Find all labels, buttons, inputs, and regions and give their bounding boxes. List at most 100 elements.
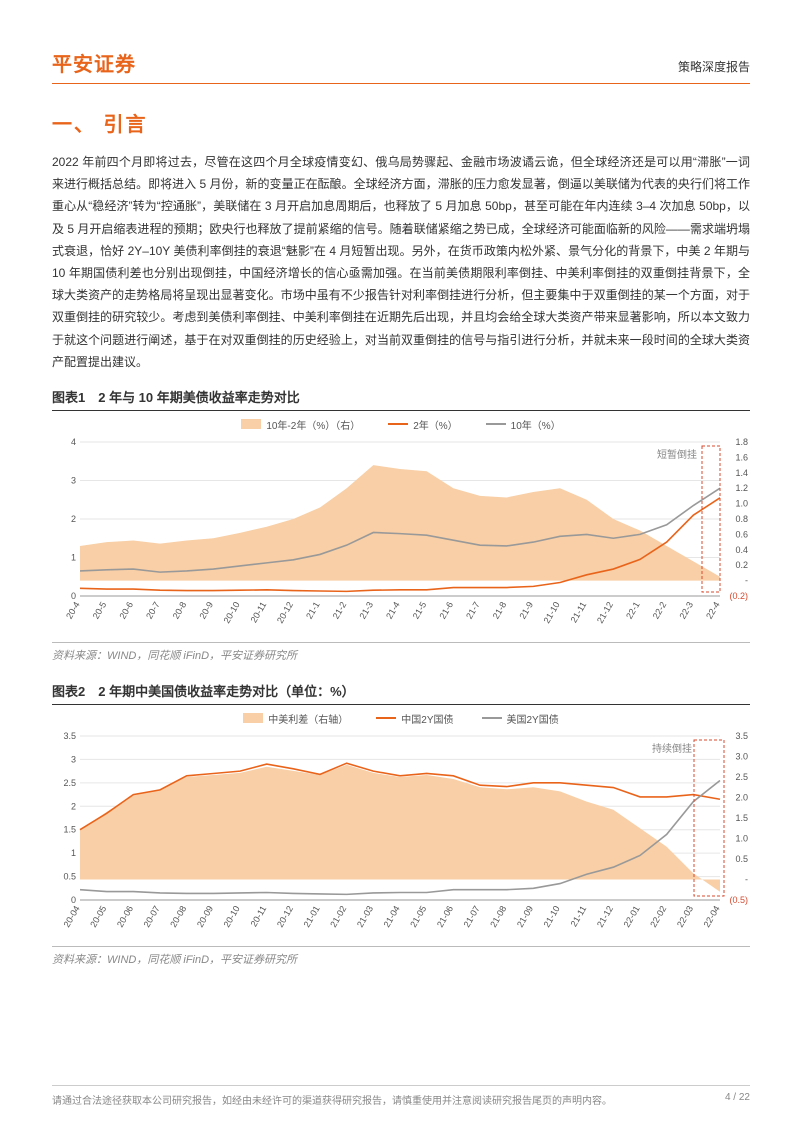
svg-text:0.6: 0.6	[735, 529, 748, 539]
svg-text:21-11: 21-11	[569, 600, 589, 624]
svg-text:21-5: 21-5	[411, 600, 429, 621]
legend-line1: 中国2Y国债	[401, 711, 453, 726]
svg-text:1.5: 1.5	[63, 825, 76, 835]
svg-text:22-3: 22-3	[677, 600, 695, 621]
svg-text:1.5: 1.5	[735, 813, 748, 823]
svg-text:0: 0	[71, 591, 76, 601]
svg-text:22-2: 22-2	[651, 600, 669, 621]
svg-text:1: 1	[71, 848, 76, 858]
legend-area: 10年-2年（%）（右）	[266, 417, 360, 432]
svg-text:21-4: 21-4	[384, 600, 402, 621]
svg-text:(0.2): (0.2)	[729, 591, 748, 601]
svg-text:21-01: 21-01	[302, 904, 322, 929]
svg-text:21-3: 21-3	[357, 600, 375, 621]
svg-text:2: 2	[71, 514, 76, 524]
svg-text:21-02: 21-02	[328, 904, 348, 929]
svg-text:-: -	[745, 874, 748, 884]
svg-text:20-10: 20-10	[222, 600, 242, 625]
svg-text:3.5: 3.5	[63, 731, 76, 741]
chart-2-block: 图表2 2 年期中美国债收益率走势对比（单位：%） 中美利差（右轴） 中国2Y国…	[52, 681, 750, 967]
svg-text:20-7: 20-7	[144, 600, 162, 621]
svg-text:20-4: 20-4	[64, 600, 82, 621]
svg-text:3: 3	[71, 754, 76, 764]
svg-text:21-04: 21-04	[382, 904, 402, 929]
svg-text:1: 1	[71, 552, 76, 562]
svg-text:21-05: 21-05	[408, 904, 428, 929]
svg-text:21-8: 21-8	[491, 600, 509, 621]
svg-text:21-9: 21-9	[517, 600, 535, 621]
svg-text:0.4: 0.4	[735, 545, 748, 555]
svg-text:21-07: 21-07	[462, 904, 482, 929]
section-heading: 一、 引言	[52, 108, 750, 137]
svg-text:21-10: 21-10	[542, 600, 562, 625]
svg-text:4: 4	[71, 437, 76, 447]
svg-text:1.6: 1.6	[735, 452, 748, 462]
chart-1-source: 资料来源：WIND，同花顺 iFinD，平安证券研究所	[52, 642, 750, 663]
footer-disclaimer: 请通过合法途径获取本公司研究报告，如经由未经许可的渠道获得研究报告，请慎重使用并…	[52, 1092, 612, 1107]
footer-page: 4 / 22	[725, 1092, 750, 1107]
brand-logo: 平安证券	[52, 48, 136, 77]
svg-text:20-6: 20-6	[117, 600, 135, 621]
svg-text:2.5: 2.5	[735, 772, 748, 782]
svg-text:3: 3	[71, 475, 76, 485]
svg-text:22-03: 22-03	[675, 904, 695, 929]
svg-text:0: 0	[71, 895, 76, 905]
svg-text:22-04: 22-04	[702, 904, 722, 929]
svg-text:20-05: 20-05	[88, 904, 108, 929]
legend-line1: 2年（%）	[413, 417, 457, 432]
legend-line2: 美国2Y国债	[507, 711, 559, 726]
svg-text:20-8: 20-8	[171, 600, 189, 621]
chart-2-svg: 持续倒挂00.511.522.533.5(0.5)-0.51.01.52.02.…	[52, 730, 750, 940]
svg-text:0.8: 0.8	[735, 514, 748, 524]
svg-text:21-6: 21-6	[437, 600, 455, 621]
svg-text:20-9: 20-9	[197, 600, 215, 621]
svg-text:22-1: 22-1	[624, 600, 642, 621]
svg-text:0.5: 0.5	[735, 854, 748, 864]
svg-text:20-09: 20-09	[195, 904, 215, 929]
svg-text:2: 2	[71, 801, 76, 811]
svg-text:1.8: 1.8	[735, 437, 748, 447]
svg-text:2.0: 2.0	[735, 792, 748, 802]
legend-area: 中美利差（右轴）	[268, 711, 348, 726]
svg-text:21-7: 21-7	[464, 600, 482, 621]
svg-text:3.0: 3.0	[735, 751, 748, 761]
chart-1-block: 图表1 2 年与 10 年期美债收益率走势对比 10年-2年（%）（右） 2年（…	[52, 387, 750, 663]
svg-text:1.0: 1.0	[735, 498, 748, 508]
svg-text:20-11: 20-11	[249, 600, 269, 624]
svg-text:20-12: 20-12	[275, 600, 295, 625]
svg-text:21-10: 21-10	[542, 904, 562, 929]
svg-text:22-4: 22-4	[704, 600, 722, 621]
page-header: 平安证券 策略深度报告	[52, 48, 750, 84]
svg-text:20-10: 20-10	[222, 904, 242, 929]
svg-text:21-03: 21-03	[355, 904, 375, 929]
svg-text:-: -	[745, 575, 748, 585]
svg-text:20-08: 20-08	[168, 904, 188, 929]
svg-text:3.5: 3.5	[735, 731, 748, 741]
page-footer: 请通过合法途径获取本公司研究报告，如经由未经许可的渠道获得研究报告，请慎重使用并…	[52, 1085, 750, 1107]
svg-text:20-5: 20-5	[91, 600, 109, 621]
svg-text:21-1: 21-1	[304, 600, 322, 621]
svg-text:21-08: 21-08	[488, 904, 508, 929]
svg-text:0.2: 0.2	[735, 560, 748, 570]
svg-text:21-09: 21-09	[515, 904, 535, 929]
chart-1-legend: 10年-2年（%）（右） 2年（%） 10年（%）	[52, 417, 750, 432]
svg-text:22-01: 22-01	[622, 904, 642, 929]
svg-text:1.4: 1.4	[735, 468, 748, 478]
svg-text:20-07: 20-07	[142, 904, 162, 929]
svg-text:1.0: 1.0	[735, 833, 748, 843]
svg-text:21-12: 21-12	[595, 600, 615, 625]
legend-line2: 10年（%）	[511, 417, 561, 432]
svg-text:持续倒挂: 持续倒挂	[652, 742, 692, 755]
chart-2-title: 图表2 2 年期中美国债收益率走势对比（单位：%）	[52, 681, 750, 705]
svg-text:21-2: 21-2	[331, 600, 349, 621]
report-type: 策略深度报告	[678, 58, 750, 75]
svg-text:21-11: 21-11	[569, 904, 589, 928]
chart-1-svg: 短暂倒挂 0 1 2 3 4 (0.2) - 0.2 0.4 0.6 0.8 1.0 1.2 1.4 1.6 1…	[52, 436, 750, 636]
svg-text:22-02: 22-02	[648, 904, 668, 929]
svg-text:1.2: 1.2	[735, 483, 748, 493]
svg-text:(0.5): (0.5)	[729, 895, 748, 905]
svg-text:20-04: 20-04	[62, 904, 82, 929]
svg-text:短暂倒挂: 短暂倒挂	[657, 448, 697, 461]
chart-2-source: 资料来源：WIND，同花顺 iFinD，平安证券研究所	[52, 946, 750, 967]
chart-1-title: 图表1 2 年与 10 年期美债收益率走势对比	[52, 387, 750, 411]
